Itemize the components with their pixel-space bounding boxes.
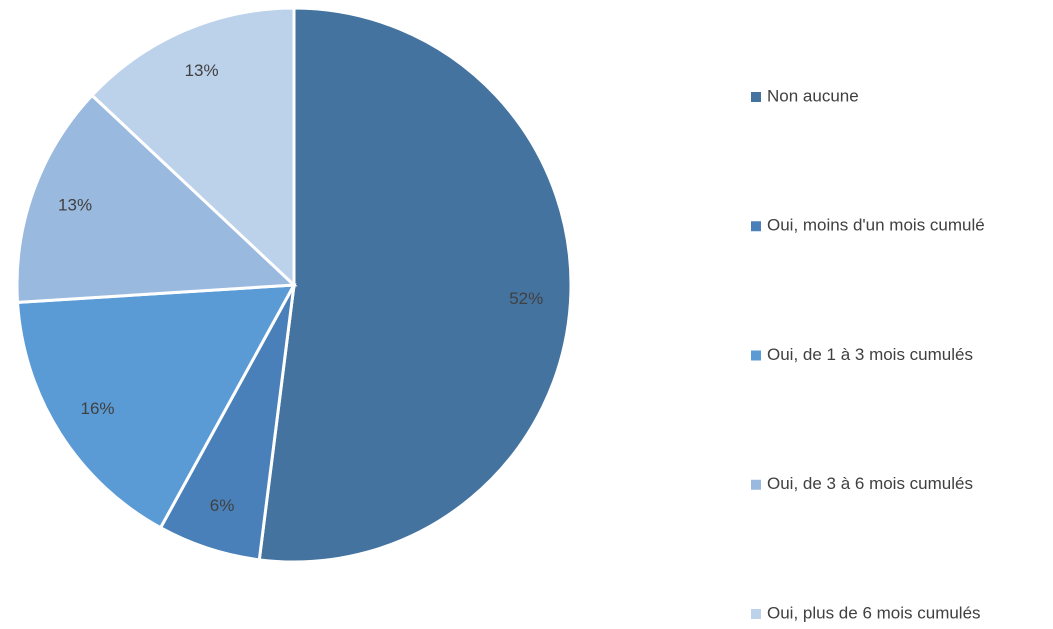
data-label: 16% bbox=[81, 399, 115, 418]
legend-label: Non aucune bbox=[767, 86, 859, 105]
legend-swatch bbox=[751, 350, 761, 361]
legend-swatch bbox=[751, 92, 761, 102]
pie-slice bbox=[15, 93, 298, 304]
legend-swatch bbox=[751, 479, 761, 490]
legend-label: Oui, de 1 à 3 mois cumulés bbox=[767, 345, 973, 364]
data-label: 52% bbox=[509, 289, 543, 308]
legend-swatch bbox=[751, 609, 761, 619]
legend-label: Oui, plus de 6 mois cumulés bbox=[767, 603, 981, 622]
pie-slice bbox=[257, 6, 573, 564]
legend-label: Oui, de 3 à 6 mois cumulés bbox=[767, 474, 973, 493]
legend-swatch bbox=[751, 221, 761, 232]
data-label: 13% bbox=[58, 196, 92, 215]
pie-slice bbox=[89, 6, 296, 289]
legend-label: Oui, moins d'un mois cumulé bbox=[767, 216, 985, 235]
pie-slice bbox=[15, 283, 297, 530]
data-label: 13% bbox=[185, 61, 219, 80]
data-label: 6% bbox=[210, 496, 235, 515]
